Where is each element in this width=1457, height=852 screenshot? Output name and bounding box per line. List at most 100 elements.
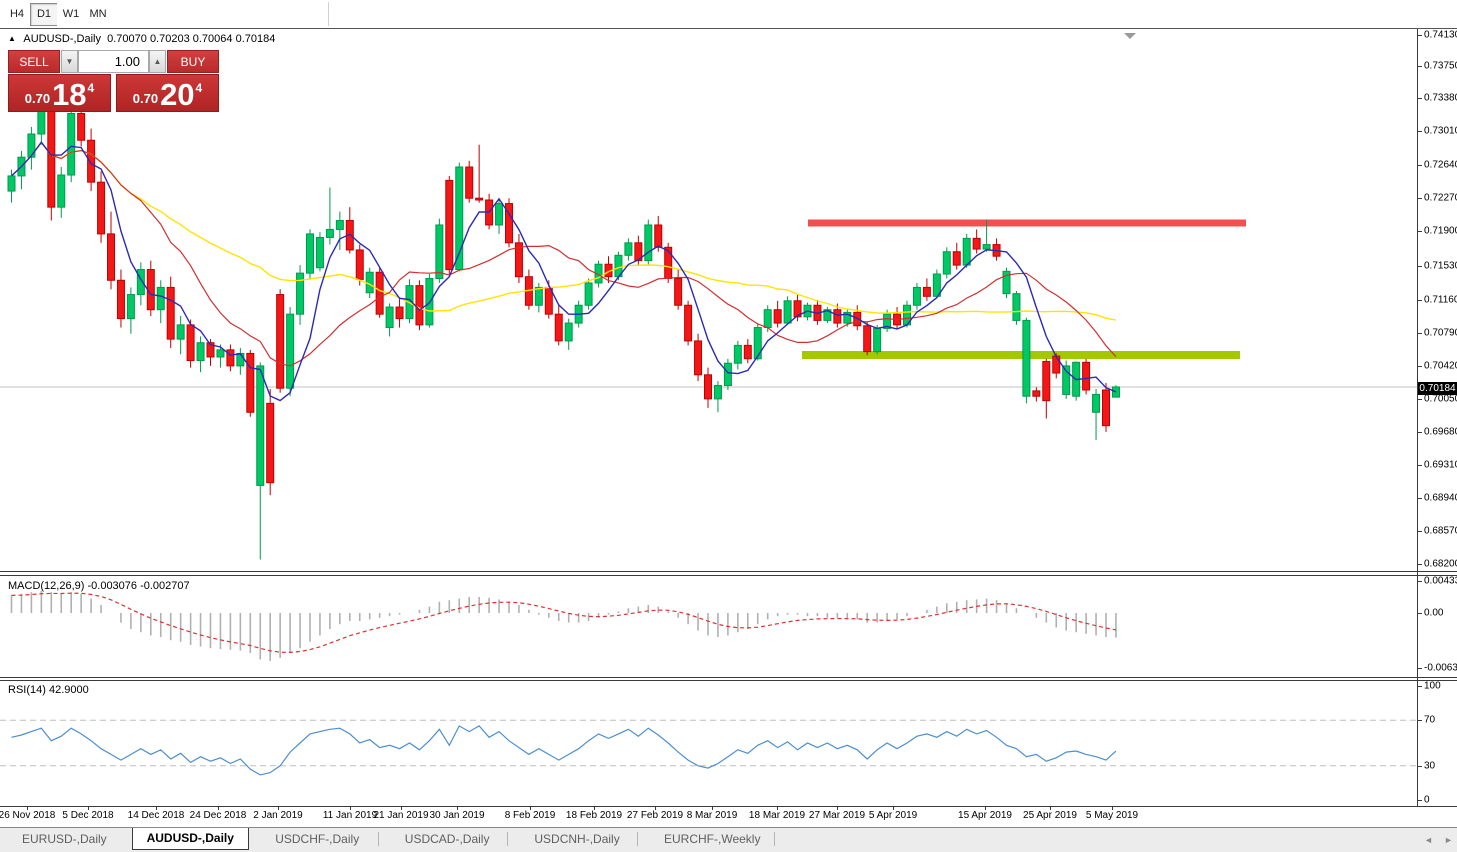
collapse-icon[interactable]: ▲ [8, 34, 16, 43]
rsi-axis-label: 100 [1424, 680, 1441, 692]
price-tick [1417, 498, 1422, 499]
volume-decrease-button[interactable]: ▼ [61, 50, 78, 73]
macd-values: -0.003076 -0.002707 [87, 580, 190, 592]
price-tick [1417, 266, 1422, 267]
rsi-panel[interactable] [0, 681, 1457, 806]
price-axis-label: 0.71160 [1424, 294, 1457, 306]
date-axis-label: 5 Dec 2018 [62, 810, 114, 821]
timeframe-button-mn[interactable]: MN [84, 3, 112, 26]
tab-scroll-left-icon[interactable]: ◄ [1424, 835, 1433, 845]
macd-tick [1417, 613, 1422, 614]
price-axis-border [1417, 29, 1418, 806]
toolbar-border [0, 28, 1457, 29]
price-tick [1417, 564, 1422, 565]
macd-tick [1417, 581, 1422, 582]
date-tick [1050, 806, 1051, 810]
date-axis-label: 15 Apr 2019 [958, 810, 1012, 821]
price-tick [1417, 231, 1422, 232]
date-tick [893, 806, 894, 810]
timeframe-button-d1[interactable]: D1 [30, 3, 58, 26]
timeframe-button-w1[interactable]: W1 [57, 3, 85, 26]
price-tick [1417, 465, 1422, 466]
tab-separator [377, 832, 379, 846]
macd-tick [1417, 668, 1422, 669]
chart-title: ▲ AUDUSD-,Daily 0.70070 0.70203 0.70064 … [8, 33, 275, 47]
ohlc-values: 0.70070 0.70203 0.70064 0.70184 [107, 33, 276, 45]
date-axis-label: 5 May 2019 [1085, 810, 1139, 821]
tab-usdchf-daily[interactable]: USDCHF-,Daily [275, 832, 360, 846]
date-tick [27, 806, 28, 810]
date-tick [156, 806, 157, 810]
one-click-trade-panel: SELL ▼ ▲ BUY 0.70 18 4 0.70 20 4 [8, 50, 219, 112]
price-tick [1417, 366, 1422, 367]
price-tick [1417, 399, 1422, 400]
date-tick [218, 806, 219, 810]
date-axis-label: 2 Jan 2019 [253, 810, 303, 821]
date-tick [350, 806, 351, 810]
date-axis-label: 11 Jan 2019 [322, 810, 378, 821]
chart-tabbar: EURUSD-,Daily AUDUSD-,Daily USDCHF-,Daily U… [0, 828, 1457, 852]
date-axis-label: 27 Mar 2019 [808, 810, 866, 821]
price-tick [1417, 333, 1422, 334]
volume-input[interactable] [78, 50, 149, 73]
symbol-period-label: AUDUSD-,Daily [23, 33, 101, 45]
volume-down-icon: ▼ [65, 57, 74, 66]
tab-usdcnh-daily[interactable]: USDCNH-,Daily [534, 832, 620, 846]
price-tick [1417, 432, 1422, 433]
volume-up-icon: ▲ [153, 57, 162, 66]
price-axis-label: 0.74130 [1424, 29, 1457, 41]
divider-chart-macd [0, 571, 1457, 572]
tab-eurusd-daily[interactable]: EURUSD-,Daily [22, 832, 107, 846]
date-tick [837, 806, 838, 810]
price-tick [1417, 98, 1422, 99]
sell-price-sup: 4 [87, 81, 95, 95]
price-tick [1417, 165, 1422, 166]
buy-button[interactable]: BUY [167, 50, 219, 73]
tab-audusd-daily[interactable]: AUDUSD-,Daily [131, 828, 249, 850]
main-chart[interactable] [0, 30, 1457, 575]
tab-separator [507, 832, 509, 846]
price-axis-label: 0.71900 [1424, 225, 1457, 237]
date-axis-label: 8 Feb 2019 [504, 810, 556, 821]
date-tick [1112, 806, 1113, 810]
macd-panel[interactable] [0, 577, 1457, 677]
price-tick [1417, 198, 1422, 199]
rsi-tick [1417, 720, 1422, 721]
divider-macd-rsi2 [0, 680, 1457, 681]
date-axis-label: 21 Jan 2019 [373, 810, 429, 821]
price-axis-label: 0.68570 [1424, 525, 1457, 537]
price-axis-label: 0.70050 [1424, 393, 1457, 405]
rsi-axis-label: 0 [1424, 794, 1430, 806]
tab-separator [637, 832, 638, 846]
chart-shift-marker-icon[interactable] [1124, 33, 1136, 39]
date-tick [457, 806, 458, 810]
price-axis-label: 0.70790 [1424, 327, 1457, 339]
price-axis-label: 0.71530 [1424, 260, 1457, 272]
sell-button[interactable]: SELL [8, 50, 60, 73]
date-axis-label: 30 Jan 2019 [429, 810, 485, 821]
buy-price-tile[interactable]: 0.70 20 4 [116, 74, 219, 112]
price-axis-label: 0.73750 [1424, 60, 1457, 72]
date-axis-label: 27 Feb 2019 [626, 810, 684, 821]
tab-scroll-right-icon[interactable]: ► [1444, 835, 1453, 845]
buy-price-prefix: 0.70 [132, 91, 159, 106]
price-axis-label: 0.68940 [1424, 492, 1457, 504]
date-axis-label: 18 Feb 2019 [565, 810, 623, 821]
tab-eurchf-weekly[interactable]: EURCHF-,Weekly [664, 832, 761, 846]
macd-axis-label: -0.00637 [1424, 662, 1457, 674]
date-axis-label: 8 Mar 2019 [686, 810, 738, 821]
tab-usdcad-daily[interactable]: USDCAD-,Daily [404, 832, 490, 846]
tabbar-border [0, 827, 1457, 828]
macd-label: MACD(12,26,9) -0.003076 -0.002707 [8, 580, 190, 592]
volume-increase-button[interactable]: ▲ [149, 50, 166, 73]
date-axis-label: 25 Apr 2019 [1023, 810, 1077, 821]
date-tick [985, 806, 986, 810]
timeframe-button-h4[interactable]: H4 [3, 3, 31, 26]
date-tick [712, 806, 713, 810]
price-axis-label: 0.69310 [1424, 459, 1457, 471]
sell-price-big: 18 [52, 77, 87, 112]
sell-price-tile[interactable]: 0.70 18 4 [8, 74, 111, 112]
rsi-tick [1417, 766, 1422, 767]
price-tick [1417, 35, 1422, 36]
rsi-tick [1417, 800, 1422, 801]
